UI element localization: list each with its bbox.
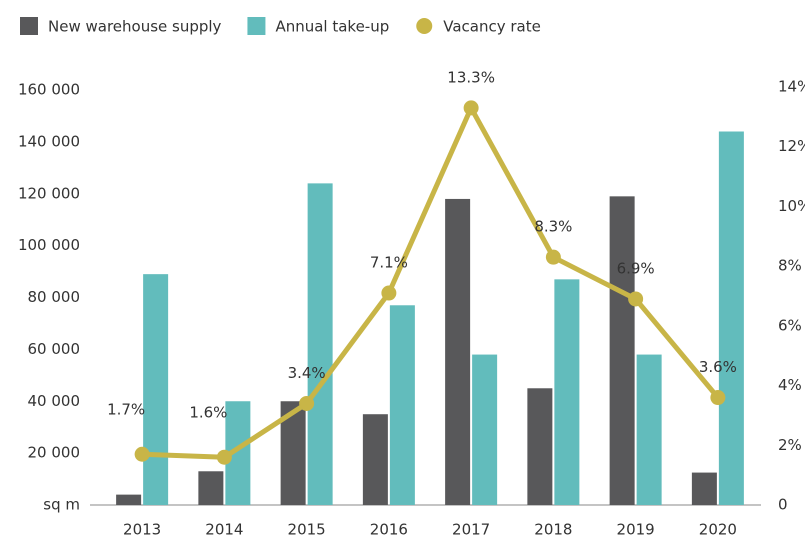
x-tick-label: 2019 — [617, 521, 655, 539]
bar — [116, 494, 142, 505]
bar — [389, 305, 415, 505]
y2-tick-label: 10% — [778, 197, 805, 215]
legend-marker — [20, 17, 38, 35]
vacancy-point — [381, 285, 397, 301]
legend-label: New warehouse supply — [48, 18, 222, 36]
bar — [143, 274, 169, 505]
y2-tick-label: 2% — [778, 436, 802, 454]
vacancy-point — [545, 249, 561, 265]
vacancy-point — [134, 446, 150, 462]
bar — [527, 388, 553, 505]
bar — [636, 354, 662, 505]
data-label: 3.4% — [288, 364, 326, 382]
data-label: 1.6% — [189, 404, 227, 422]
vacancy-point — [463, 100, 479, 116]
y-tick-label: 160 000 — [18, 81, 80, 99]
x-tick-label: 2017 — [452, 521, 490, 539]
x-tick-label: 2016 — [370, 521, 408, 539]
data-label: 8.3% — [534, 218, 572, 236]
y2-tick-label: 14% — [778, 78, 805, 96]
data-label: 7.1% — [370, 254, 408, 272]
legend-marker — [416, 18, 433, 34]
bar — [554, 279, 580, 505]
bar — [198, 471, 224, 505]
y2-tick-label: 4% — [778, 376, 802, 394]
bar — [609, 196, 635, 505]
bar — [307, 183, 333, 505]
x-tick-label: 2013 — [123, 521, 161, 539]
y-tick-label: 20 000 — [28, 444, 81, 462]
y-tick-label: sq m — [43, 496, 80, 514]
y-tick-label: 40 000 — [28, 392, 81, 410]
x-tick-label: 2014 — [205, 521, 243, 539]
x-tick-label: 2015 — [288, 521, 326, 539]
bar — [445, 198, 471, 505]
bar — [718, 131, 744, 505]
legend-label: Annual take-up — [275, 18, 389, 36]
data-label: 6.9% — [617, 259, 655, 277]
bar — [472, 354, 498, 505]
y-tick-label: 60 000 — [28, 340, 81, 358]
y2-tick-label: 0 — [778, 496, 788, 514]
legend-label: Vacancy rate — [443, 18, 541, 36]
y2-tick-label: 12% — [778, 137, 805, 155]
y-tick-label: 80 000 — [28, 288, 81, 306]
data-label: 3.6% — [699, 358, 737, 376]
bar — [691, 472, 717, 505]
y2-tick-label: 6% — [778, 316, 802, 334]
vacancy-line — [142, 105, 720, 460]
data-label: 1.7% — [107, 401, 145, 419]
vacancy-point — [216, 449, 232, 465]
y-tick-label: 140 000 — [18, 132, 80, 150]
vacancy-point — [710, 390, 726, 406]
x-tick-label: 2018 — [534, 521, 572, 539]
vacancy-point — [299, 395, 315, 411]
y-tick-label: 120 000 — [18, 184, 80, 202]
data-label: 13.3% — [447, 68, 495, 86]
bar — [362, 414, 388, 505]
vacancy-point — [628, 291, 644, 307]
legend-marker — [247, 17, 266, 35]
y-tick-label: 100 000 — [18, 236, 80, 254]
y2-tick-label: 8% — [778, 257, 802, 275]
x-tick-label: 2020 — [699, 521, 737, 539]
